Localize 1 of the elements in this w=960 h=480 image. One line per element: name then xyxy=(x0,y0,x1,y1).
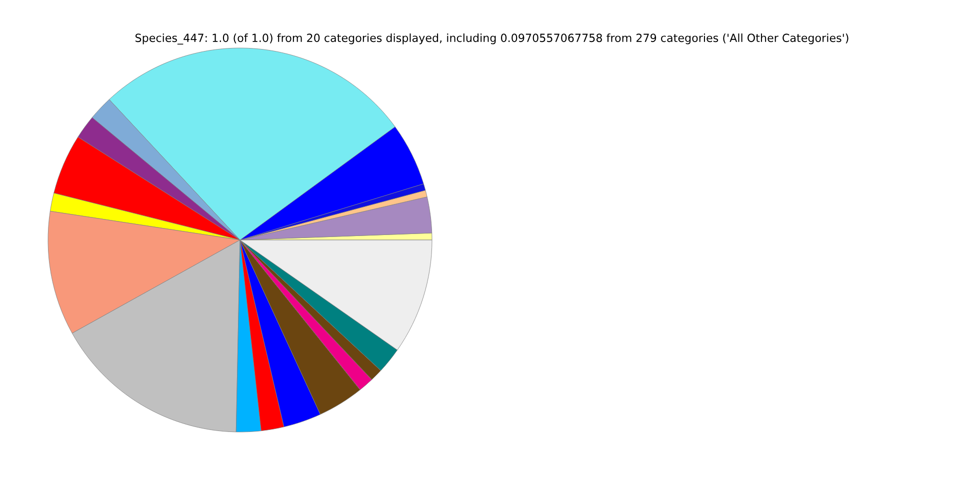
text: Species_447: 1.0 (of 1.0) from 20 categories displayed, including 0.0970557067758 from 279 categories ('All Other Categories') xyxy=(135,33,848,45)
